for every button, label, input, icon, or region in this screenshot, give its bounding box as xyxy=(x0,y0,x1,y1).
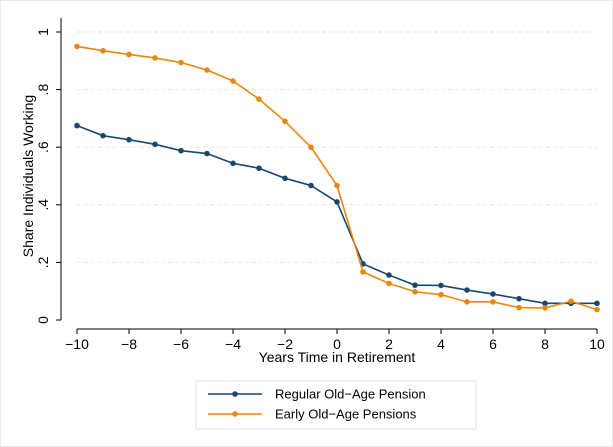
x-tick-label: 4 xyxy=(437,336,445,352)
data-point xyxy=(282,175,288,182)
data-point xyxy=(152,55,158,61)
data-point xyxy=(308,144,314,150)
data-point xyxy=(516,304,522,311)
legend-label: Regular Old−Age Pension xyxy=(275,387,426,402)
data-point xyxy=(438,282,444,289)
data-point xyxy=(230,160,236,167)
x-tick-label: −10 xyxy=(65,336,89,352)
axes: 0 .2 .4 .6 .8 1 −10 −8 −6 −4 −2 0 2 4 6 8 10 xyxy=(35,18,605,352)
x-tick-label: 0 xyxy=(333,336,341,352)
legend-box xyxy=(195,380,477,430)
x-tick-label: −4 xyxy=(225,336,241,352)
y-tick-label: .4 xyxy=(35,199,51,211)
data-point xyxy=(230,78,236,84)
data-point xyxy=(204,67,210,73)
data-point xyxy=(542,305,548,311)
data-point xyxy=(152,141,158,148)
data-point xyxy=(412,288,418,295)
y-tick-label: .8 xyxy=(35,84,51,96)
x-tick-label: −6 xyxy=(173,336,189,352)
data-point xyxy=(178,59,184,66)
data-point xyxy=(412,282,418,288)
data-point xyxy=(204,150,210,157)
data-point xyxy=(256,96,262,102)
x-tick-label: 10 xyxy=(589,336,605,352)
legend: Regular Old−Age Pension Early Old−Age Pen… xyxy=(195,380,477,430)
x-tick-label: 2 xyxy=(385,336,393,352)
y-tick-label: 1 xyxy=(35,28,51,36)
y-tick-label: .6 xyxy=(35,141,51,153)
data-point xyxy=(126,51,132,58)
data-point xyxy=(74,43,80,50)
data-point xyxy=(100,47,106,54)
legend-marker xyxy=(232,411,238,417)
data-point xyxy=(490,291,496,297)
y-tick-label: 0 xyxy=(35,316,51,324)
data-point xyxy=(386,280,392,287)
data-point xyxy=(74,122,80,129)
data-point xyxy=(334,182,340,189)
data-point xyxy=(490,299,496,305)
data-point xyxy=(542,300,548,307)
legend-label: Early Old−Age Pensions xyxy=(275,407,417,422)
data-point xyxy=(516,295,522,302)
series-layer xyxy=(74,43,600,313)
legend-marker xyxy=(232,391,238,397)
y-tick-label: .2 xyxy=(35,256,51,268)
y-axis-title: Share Individuals Working xyxy=(20,95,36,257)
data-point xyxy=(360,269,366,275)
data-point xyxy=(464,299,470,305)
data-point xyxy=(282,118,288,125)
data-point xyxy=(126,136,132,143)
data-point xyxy=(594,306,600,313)
data-point xyxy=(334,199,340,205)
data-point xyxy=(438,291,444,298)
data-point xyxy=(386,272,392,278)
x-tick-label: 8 xyxy=(541,336,549,352)
x-tick-label: −8 xyxy=(121,336,137,352)
data-point xyxy=(178,147,184,154)
x-axis-title: Years Time in Retirement xyxy=(259,349,416,365)
x-tick-label: −2 xyxy=(277,336,293,352)
data-point xyxy=(568,298,574,305)
x-tick-label: 6 xyxy=(489,336,497,352)
data-point xyxy=(100,132,106,139)
data-point xyxy=(594,300,600,307)
data-point xyxy=(256,165,262,172)
data-point xyxy=(464,287,470,293)
data-point xyxy=(308,182,314,189)
